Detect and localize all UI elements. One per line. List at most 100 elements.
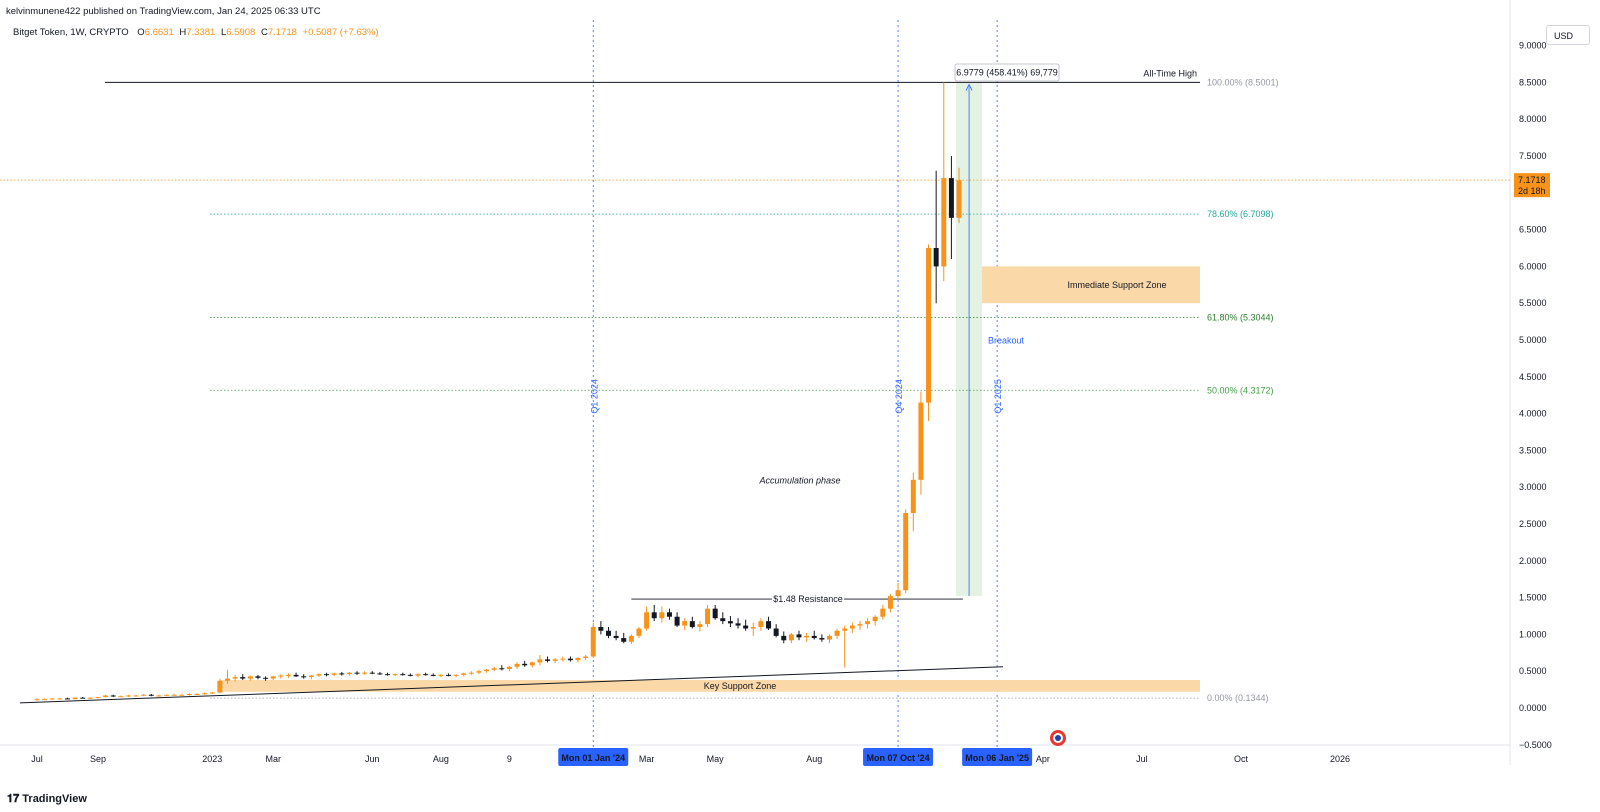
candle-body [933, 248, 939, 267]
immediate-support-zone-label: Immediate Support Zone [1067, 280, 1166, 290]
ohlc-change: +0.5087 (+7.63%) [302, 27, 379, 38]
last-price-tag [1514, 173, 1550, 198]
measure-box [954, 63, 1060, 82]
ohlc-high-label: H [179, 27, 187, 38]
candle-body [651, 612, 657, 619]
candle-body [895, 590, 901, 597]
currency-button[interactable]: USD [1546, 25, 1590, 45]
candle-body [87, 697, 93, 699]
y-tick-label: −0.5000 [1519, 740, 1552, 750]
candle-body [766, 621, 772, 629]
y-tick-label: 2.0000 [1519, 556, 1547, 566]
quarter-label: Q4 2024 [894, 379, 904, 414]
candle-body [392, 674, 398, 676]
x-tick-label: Aug [806, 754, 822, 764]
candle-body [750, 627, 756, 629]
candle-body [423, 674, 429, 676]
candle-body [118, 696, 124, 698]
candle-body [42, 699, 48, 701]
candle-body [346, 672, 352, 675]
candle-body [179, 694, 185, 696]
measure-arrow-head [965, 83, 973, 91]
candle-body [407, 674, 413, 676]
x-tick-label: Apr [1036, 754, 1050, 764]
candle-body [400, 674, 406, 676]
candle-body [666, 612, 672, 617]
candle-body [232, 677, 238, 679]
date-badge-label: Mon 06 Jan '25 [965, 753, 1029, 763]
candle-body [278, 675, 284, 677]
accumulation-label: Accumulation phase [758, 476, 840, 486]
candle-body [560, 658, 566, 660]
candle-body [910, 479, 916, 513]
candle-body [34, 699, 40, 701]
tradingview-logo-icon: 𝟏𝟕 [7, 793, 23, 805]
y-tick-label: 3.5000 [1519, 445, 1547, 455]
candle-body [301, 676, 307, 678]
x-tick-label: Jun [365, 754, 380, 764]
candle-body [506, 666, 512, 669]
candle-body [72, 697, 78, 700]
candle-body [263, 677, 269, 679]
candle-body [64, 698, 70, 700]
candle-body [918, 402, 924, 480]
candle-body [468, 672, 474, 674]
ohlc-close: 7.1718 [267, 27, 297, 38]
candle-body [49, 698, 55, 700]
candle-body [369, 672, 375, 674]
candle-body [141, 694, 147, 696]
candle-body [865, 621, 871, 625]
x-tick-label: Jul [31, 754, 43, 764]
candle-body [476, 671, 482, 673]
key-support-zone [219, 680, 1200, 692]
quarter-label: Q1 2025 [993, 379, 1003, 414]
tradingview-logo: 𝟏𝟕 TradingView [7, 793, 87, 806]
candle-body [164, 694, 170, 696]
candle-body [697, 624, 703, 628]
candle-body [720, 618, 726, 622]
candle-body [682, 621, 688, 626]
candle-body [445, 674, 451, 676]
candle-body [948, 178, 954, 218]
quarter-label: Q1 2024 [589, 379, 599, 414]
fib-level-label: 0.00% (0.1344) [1207, 693, 1269, 703]
candle-body [613, 635, 619, 639]
candle-body [804, 635, 810, 638]
all-time-high-label: All-Time High [1143, 68, 1197, 78]
candle-body [194, 694, 200, 696]
candle-body [926, 248, 932, 403]
y-tick-label: 1.5000 [1519, 593, 1547, 603]
candle-body [529, 662, 535, 666]
candle-body [103, 695, 109, 697]
candle-body [285, 674, 291, 676]
x-tick-label: Jul [1136, 754, 1148, 764]
x-tick-label: Mar [265, 754, 281, 764]
candle-body [788, 634, 794, 641]
candle-body [567, 658, 573, 661]
candle-body [674, 616, 680, 626]
candle-body [293, 674, 299, 677]
symbol-legend: Bitget Token, 1W, CRYPTO O6.6631 H7.3381… [13, 27, 379, 38]
immediate-support-zone [981, 266, 1200, 304]
candle-body [354, 672, 360, 674]
candle-body [712, 608, 718, 619]
candle-body [95, 696, 101, 698]
candle-body [217, 680, 223, 693]
candle-body [773, 628, 779, 636]
candle-body [148, 694, 154, 696]
measure-label: 6.9779 (458.41%) 69,779 [956, 68, 1058, 78]
date-badge [558, 748, 629, 766]
x-tick-label: 2023 [202, 754, 222, 764]
y-tick-label: 6.5000 [1519, 225, 1547, 235]
candle-body [887, 596, 893, 609]
candle-body [857, 624, 863, 626]
candle-body [461, 673, 467, 675]
date-badge [962, 748, 1033, 766]
ohlc-high: 7.3381 [186, 27, 216, 38]
x-tick-label: Mar [639, 754, 655, 764]
candle-body [225, 678, 230, 681]
y-tick-label: 5.0000 [1519, 335, 1547, 345]
published-caption: kelvinmunene422 published on TradingView… [6, 6, 321, 17]
y-tick-label: 5.5000 [1519, 298, 1547, 308]
